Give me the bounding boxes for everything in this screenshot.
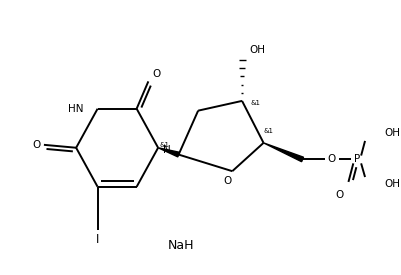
Text: O: O <box>223 176 231 186</box>
Text: O: O <box>152 68 160 79</box>
Text: &1: &1 <box>160 142 170 148</box>
Text: O: O <box>336 189 344 200</box>
Polygon shape <box>263 143 304 162</box>
Text: NaH: NaH <box>167 239 194 252</box>
Text: &1: &1 <box>251 100 261 106</box>
Text: O: O <box>328 155 336 164</box>
Polygon shape <box>158 148 179 157</box>
Text: P: P <box>354 155 360 164</box>
Text: OH: OH <box>385 179 401 189</box>
Text: &1: &1 <box>263 128 273 134</box>
Text: O: O <box>32 140 40 150</box>
Text: N: N <box>163 145 171 155</box>
Text: HN: HN <box>69 104 84 114</box>
Text: I: I <box>96 233 99 246</box>
Text: OH: OH <box>250 45 266 55</box>
Text: OH: OH <box>385 128 401 138</box>
